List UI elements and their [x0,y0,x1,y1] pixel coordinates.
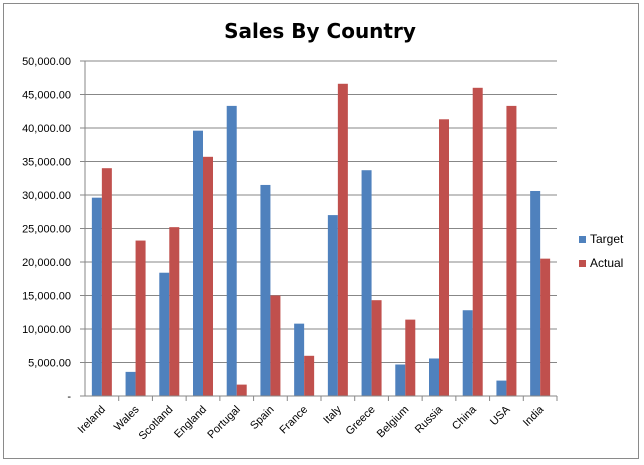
bar-actual [270,295,281,396]
x-tick-label: USA [488,403,513,428]
x-tick-label: Greece [344,404,378,438]
x-tick-label: Scotland [137,404,176,443]
bar-actual [169,227,180,396]
x-tick-label: Italy [321,403,344,426]
legend-swatch-target [579,236,586,243]
chart-title: Sales By Country [224,19,416,43]
y-tick-label: 30,000.00 [22,190,71,202]
x-tick-label: Wales [112,403,142,433]
y-tick-label: 10,000.00 [22,324,71,336]
bar-actual [101,168,112,396]
gridlines [85,60,557,363]
y-tick-label: 35,000.00 [22,157,71,169]
bar-target [159,272,170,396]
y-tick-label: 5,000.00 [28,358,71,370]
bar-target [327,215,338,396]
bar-target [294,323,305,396]
bar-actual [337,83,348,396]
bar-target [260,184,271,396]
bar-actual [371,300,382,396]
x-tick-label: Spain [248,404,276,432]
bar-target [530,190,541,396]
bar-actual [506,105,517,396]
bar-target [193,130,203,396]
bar-target [226,105,237,396]
bar-target [361,170,372,396]
bar-target [462,310,473,396]
y-tick-label: - [67,391,71,403]
x-tick-label: Ireland [76,404,108,436]
x-tick-label: India [521,403,547,429]
y-tick-label: 50,000.00 [22,56,71,68]
bar-actual [540,258,551,396]
bar-actual [203,156,213,396]
y-tick-label: 40,000.00 [22,123,71,135]
bar-actual [304,355,315,396]
legend-label-target: Target [590,232,624,246]
bar-target [91,197,102,396]
bar-actual [135,240,146,396]
legend-label-actual: Actual [590,256,623,270]
y-tick-label: 15,000.00 [22,291,71,303]
y-tick-label: 25,000.00 [22,224,71,236]
bar-actual [405,319,416,396]
x-tick-label: Belgium [375,404,412,441]
legend-swatch-actual [579,260,586,267]
y-axis-ticks: - 5,000.00 10,000.00 15,000.00 20,000.00 25,0… [22,56,85,403]
legend: Target Actual [579,232,624,270]
bar-target [429,358,439,396]
bar-actual [472,87,483,397]
x-tick-label: England [172,404,209,441]
x-tick-label: France [278,404,311,437]
x-tick-label: Portugal [205,404,242,441]
x-tick-label: China [450,403,479,432]
x-tick-label: Russia [413,403,446,436]
y-tick-label: 45,000.00 [22,90,71,102]
y-tick-label: 20,000.00 [22,257,71,269]
bar-target [125,371,136,396]
bar-actual [439,119,449,396]
bar-target [496,380,507,396]
bar-actual [236,384,247,396]
bars [91,83,551,397]
bar-target [395,364,406,396]
